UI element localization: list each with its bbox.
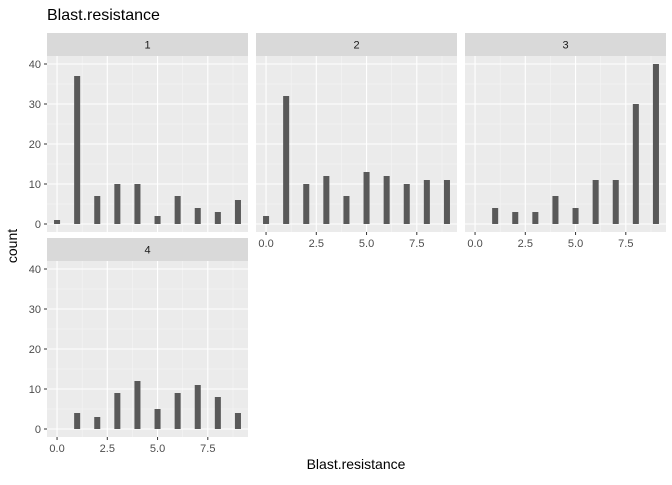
bar-facet-3-x2 — [512, 212, 519, 224]
bar-facet-4-x8 — [214, 397, 221, 429]
x-tick-label: 7.5 — [200, 443, 215, 455]
bar-facet-1-x0 — [54, 220, 61, 224]
bar-facet-2-x3 — [323, 176, 330, 224]
x-tick-label: 5.0 — [568, 238, 583, 250]
bar-facet-4-x5 — [154, 409, 161, 429]
facet-strip-label: 4 — [144, 245, 150, 257]
facet-strip-label: 3 — [562, 40, 568, 52]
bar-facet-3-x6 — [592, 180, 599, 224]
x-tick-label: 0.0 — [49, 443, 64, 455]
x-tick-label: 7.5 — [618, 238, 633, 250]
bar-facet-1-x4 — [134, 184, 141, 224]
x-tick-label: 5.0 — [359, 238, 374, 250]
bar-facet-1-x5 — [154, 216, 161, 224]
bar-facet-2-x0 — [263, 216, 270, 224]
bar-facet-3-x1 — [492, 208, 499, 224]
bar-facet-1-x1 — [74, 76, 81, 224]
x-tick-label: 2.5 — [309, 238, 324, 250]
bar-facet-2-x5 — [363, 172, 370, 224]
y-tick-label: 30 — [29, 304, 41, 316]
bar-facet-4-x9 — [234, 413, 241, 429]
bar-facet-2-x6 — [383, 176, 390, 224]
y-tick-label: 10 — [29, 384, 41, 396]
bar-facet-3-x5 — [572, 208, 579, 224]
bar-facet-4-x1 — [74, 413, 81, 429]
facet-strip-label: 1 — [144, 40, 150, 52]
bar-facet-1-x7 — [194, 208, 201, 224]
x-tick-label: 2.5 — [100, 443, 115, 455]
x-tick-label: 7.5 — [409, 238, 424, 250]
facet-panel-2: 2 0.0 2.5 5.0 7.5 — [256, 33, 457, 250]
y-tick-label: 20 — [29, 344, 41, 356]
bar-facet-2-x4 — [343, 196, 350, 224]
bar-facet-3-x9 — [652, 64, 659, 224]
bar-facet-3-x7 — [612, 180, 619, 224]
bar-facet-4-x2 — [94, 417, 101, 429]
x-tick-label: 5.0 — [150, 443, 165, 455]
bar-facet-1-x6 — [174, 196, 181, 224]
facet-strip — [256, 33, 457, 56]
x-tick-label: 0.0 — [467, 238, 482, 250]
y-tick-label: 0 — [35, 424, 41, 436]
bar-facet-2-x2 — [303, 184, 310, 224]
bar-facet-2-x7 — [403, 184, 410, 224]
x-tick-label: 2.5 — [518, 238, 533, 250]
bar-facet-2-x1 — [283, 96, 290, 224]
x-tick-label: 0.0 — [258, 238, 273, 250]
bar-facet-4-x3 — [114, 393, 121, 429]
facet-strip — [47, 33, 248, 56]
bar-facet-3-x3 — [532, 212, 539, 224]
y-tick-label: 40 — [29, 59, 41, 71]
y-tick-label: 40 — [29, 264, 41, 276]
bar-facet-2-x8 — [423, 180, 430, 224]
facet-strip-label: 2 — [353, 40, 359, 52]
y-tick-label: 30 — [29, 99, 41, 111]
bar-facet-2-x9 — [443, 180, 450, 224]
facet-strip — [465, 33, 666, 56]
bar-facet-4-x7 — [194, 385, 201, 429]
bar-facet-1-x9 — [234, 200, 241, 224]
bar-facet-3-x4 — [552, 196, 559, 224]
bar-facet-1-x2 — [94, 196, 101, 224]
chart-title: Blast.resistance — [47, 7, 160, 24]
bar-facet-1-x3 — [114, 184, 121, 224]
bar-facet-3-x8 — [632, 104, 639, 224]
facet-strip — [47, 238, 248, 261]
y-axis-label: count — [4, 229, 20, 263]
bar-facet-1-x8 — [214, 212, 221, 224]
bar-facet-4-x4 — [134, 381, 141, 429]
y-tick-label: 10 — [29, 179, 41, 191]
bar-facet-4-x6 — [174, 393, 181, 429]
y-tick-label: 0 — [35, 219, 41, 231]
x-axis-label: Blast.resistance — [307, 456, 406, 472]
y-tick-label: 20 — [29, 139, 41, 151]
facet-panel-3: 3 0.0 2.5 5.0 7.5 — [465, 33, 666, 250]
